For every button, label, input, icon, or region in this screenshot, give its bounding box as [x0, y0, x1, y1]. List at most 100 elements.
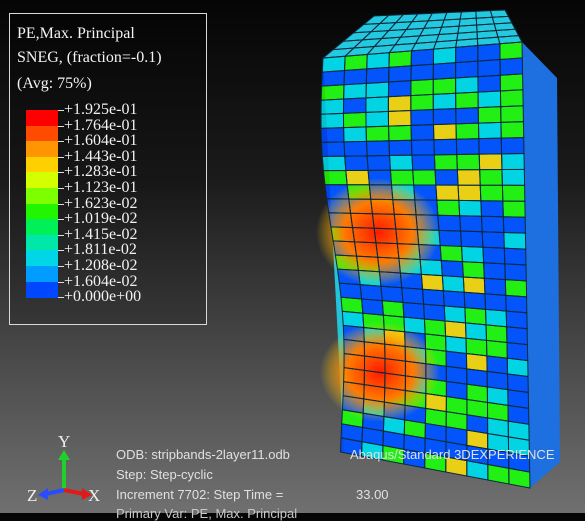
- mesh-element: [478, 138, 502, 155]
- mesh-element: [478, 106, 501, 124]
- mesh-element: [441, 260, 464, 277]
- mesh-element: [388, 65, 412, 83]
- mesh-element: [424, 453, 446, 472]
- mesh-element: [501, 153, 525, 170]
- mesh-element: [404, 419, 426, 439]
- mesh-element: [321, 141, 345, 157]
- mesh-element: [445, 336, 467, 354]
- mesh-element: [433, 123, 457, 140]
- axis-triad: Y Z X: [24, 432, 114, 513]
- legend-tick: [58, 203, 64, 205]
- mesh-element: [402, 302, 425, 320]
- mesh-element: [455, 107, 479, 124]
- mesh-element: [463, 276, 485, 294]
- mesh-element: [487, 402, 509, 422]
- mesh-element: [342, 311, 364, 328]
- mesh-element: [477, 43, 501, 62]
- mesh-element: [382, 431, 405, 450]
- mesh-element: [466, 399, 488, 418]
- mesh-element: [445, 456, 467, 476]
- mesh-element: [461, 246, 484, 263]
- mesh-element: [343, 97, 367, 114]
- legend-tick: [58, 172, 64, 174]
- mesh-element: [477, 59, 501, 77]
- legend-value-label: +1.415e-02: [64, 225, 138, 243]
- legend-swatch: [26, 172, 58, 189]
- mesh-element: [503, 232, 526, 250]
- mesh-element: [322, 156, 346, 171]
- legend-tick: [58, 219, 64, 221]
- increment-info: Increment 7702: Step Time =: [116, 487, 284, 502]
- legend-title-line: (Avg: 75%): [17, 75, 92, 92]
- mesh-element: [366, 82, 389, 98]
- mesh-element: [446, 411, 467, 431]
- mesh-element: [323, 170, 348, 185]
- legend-value-label: +1.443e-01: [64, 147, 138, 165]
- mesh-element: [507, 389, 529, 409]
- legend-swatch: [26, 203, 58, 220]
- mesh-element: [343, 112, 367, 128]
- mesh-element: [466, 430, 488, 449]
- mesh-element: [412, 169, 436, 186]
- mesh-element: [433, 62, 456, 80]
- mesh-element: [433, 108, 456, 125]
- mesh-element: [502, 185, 525, 202]
- mesh-element: [479, 169, 503, 186]
- legend-value-label: +1.283e-01: [64, 163, 138, 181]
- legend-value-label: +1.764e-01: [64, 116, 138, 134]
- mesh-element: [464, 307, 487, 325]
- step-info: Step: Step-cyclic: [116, 467, 213, 482]
- mesh-element: [433, 47, 456, 65]
- mesh-element: [466, 414, 488, 434]
- mesh-element: [500, 121, 524, 139]
- mesh-element: [344, 155, 369, 171]
- legend-tick: [58, 234, 64, 236]
- mesh-element: [501, 169, 525, 186]
- mesh-element: [423, 304, 445, 321]
- mesh-element: [410, 79, 434, 96]
- mesh-element: [486, 355, 508, 374]
- mesh-element: [500, 57, 523, 76]
- mesh-element: [486, 340, 508, 359]
- mesh-element: [446, 396, 467, 415]
- mesh-element: [440, 245, 463, 262]
- mesh-element: [478, 122, 502, 139]
- mesh-element: [366, 67, 389, 84]
- mesh-element: [480, 185, 503, 201]
- mesh-element: [343, 83, 367, 100]
- mesh-element: [502, 201, 526, 218]
- triad-arrows: [38, 450, 92, 500]
- mesh-edge: [497, 35, 523, 45]
- mesh-element: [388, 140, 412, 156]
- mesh-element: [437, 215, 461, 232]
- mesh-element: [343, 126, 367, 142]
- mesh-element: [343, 68, 367, 85]
- mesh-element: [465, 322, 487, 341]
- legend-swatch: [26, 266, 58, 283]
- mesh-element: [344, 54, 368, 71]
- mesh-element: [464, 292, 486, 310]
- legend-value-label: +1.811e-02: [64, 241, 137, 259]
- mesh-element: [445, 351, 467, 369]
- step-time-value: 33.00: [356, 487, 389, 502]
- mesh-element: [433, 139, 457, 155]
- legend-tick: [58, 156, 64, 158]
- mesh-element: [361, 298, 384, 316]
- mesh-element: [433, 93, 456, 110]
- mesh-element: [389, 155, 413, 171]
- mesh-element: [487, 371, 508, 390]
- mesh-element: [466, 338, 487, 356]
- mesh-element: [388, 125, 412, 141]
- mesh-element: [508, 468, 530, 488]
- legend-value-label: +1.623e-02: [64, 194, 138, 212]
- mesh-element: [425, 408, 447, 427]
- mesh-element: [445, 441, 467, 461]
- mesh-element: [501, 137, 524, 154]
- mesh-element: [480, 200, 504, 217]
- mesh-element: [380, 286, 403, 303]
- column-right-face: [522, 42, 560, 488]
- mesh-element: [455, 92, 479, 109]
- legend-value-label: +1.604e-02: [64, 272, 138, 290]
- mesh-element: [443, 290, 465, 308]
